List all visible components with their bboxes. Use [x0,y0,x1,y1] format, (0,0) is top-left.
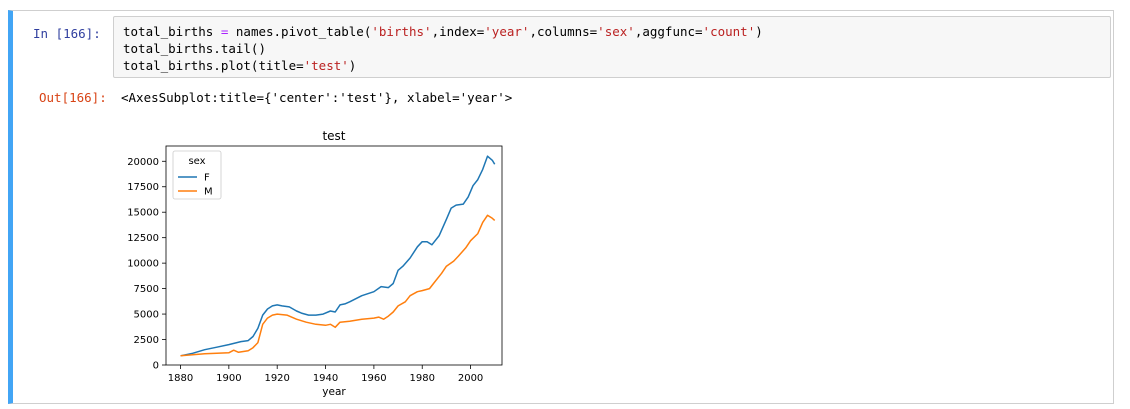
y-tick-label: 12500 [127,233,159,244]
legend-box [172,150,222,200]
y-tick-label: 17500 [127,182,159,193]
output-prompt: Out[166]: [39,90,107,105]
y-tick-label: 2500 [134,335,159,346]
legend-label-F: F [204,173,210,184]
input-prompt: In [166]: [33,26,101,41]
series-line-M [180,214,496,357]
x-tick-label: 1960 [361,373,386,384]
y-tick-label: 5000 [134,310,159,321]
y-tick-label: 15000 [127,208,159,219]
chart-title: test [322,129,345,143]
plot-output: test 1880 1900 1920 1940 1960 1980 2000 0 2500 500… [113,117,513,403]
x-tick-label: 1900 [216,373,241,384]
code-input-area[interactable]: total_births = names.pivot_table('births… [113,16,1111,78]
x-tick-label: 1920 [264,373,289,384]
y-tick-label: 7500 [134,284,159,295]
series-line-F [180,155,496,357]
x-tick-label: 2000 [458,373,483,384]
code-line: total_births.plot(title='test') [123,58,357,73]
code-line: total_births = names.pivot_table('births… [123,24,763,39]
code-cell[interactable]: In [166]: total_births = names.pivot_tab… [8,10,1114,404]
y-tick-label: 0 [153,361,159,372]
output-text: <AxesSubplot:title={'center':'test'}, xl… [121,90,513,105]
y-tick-label: 20000 [127,157,159,168]
x-axis-label: year [322,386,346,398]
legend-label-M: M [204,187,213,198]
x-tick-label: 1980 [410,373,435,384]
x-tick-label: 1940 [313,373,338,384]
x-tick-label: 1880 [168,373,193,384]
code-text: total_births = names.pivot_table('births… [123,23,763,74]
plot-frame [165,145,503,366]
legend-title: sex [188,156,205,167]
y-tick-label: 10000 [127,259,159,270]
code-line: total_births.tail() [123,41,266,56]
